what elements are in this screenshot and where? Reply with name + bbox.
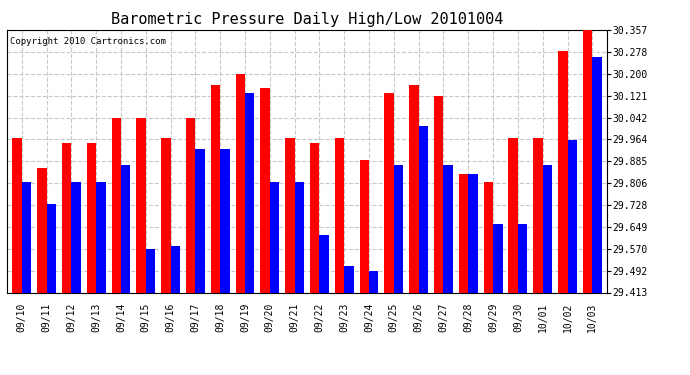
- Bar: [444, 165, 453, 292]
- Bar: [493, 224, 502, 292]
- Bar: [335, 138, 344, 292]
- Bar: [47, 204, 56, 292]
- Bar: [146, 249, 155, 292]
- Bar: [12, 138, 22, 292]
- Bar: [220, 149, 230, 292]
- Title: Barometric Pressure Daily High/Low 20101004: Barometric Pressure Daily High/Low 20101…: [111, 12, 503, 27]
- Bar: [409, 85, 419, 292]
- Bar: [121, 165, 130, 292]
- Bar: [459, 174, 469, 292]
- Bar: [112, 118, 121, 292]
- Bar: [96, 182, 106, 292]
- Bar: [419, 126, 428, 292]
- Bar: [384, 93, 394, 292]
- Bar: [567, 140, 577, 292]
- Bar: [211, 85, 220, 292]
- Bar: [533, 138, 543, 292]
- Bar: [469, 174, 477, 292]
- Bar: [543, 165, 552, 292]
- Bar: [161, 138, 170, 292]
- Bar: [245, 93, 255, 292]
- Bar: [310, 143, 319, 292]
- Bar: [37, 168, 47, 292]
- Bar: [319, 235, 329, 292]
- Bar: [592, 57, 602, 292]
- Bar: [260, 87, 270, 292]
- Bar: [270, 182, 279, 292]
- Bar: [87, 143, 96, 292]
- Bar: [62, 143, 71, 292]
- Bar: [344, 266, 354, 292]
- Bar: [22, 182, 31, 292]
- Bar: [583, 29, 592, 292]
- Bar: [235, 74, 245, 292]
- Bar: [295, 182, 304, 292]
- Bar: [285, 138, 295, 292]
- Bar: [434, 96, 444, 292]
- Bar: [186, 118, 195, 292]
- Bar: [71, 182, 81, 292]
- Bar: [394, 165, 403, 292]
- Bar: [558, 51, 567, 292]
- Text: Copyright 2010 Cartronics.com: Copyright 2010 Cartronics.com: [10, 37, 166, 46]
- Bar: [484, 182, 493, 292]
- Bar: [170, 246, 180, 292]
- Bar: [369, 271, 379, 292]
- Bar: [509, 138, 518, 292]
- Bar: [518, 224, 527, 292]
- Bar: [195, 149, 205, 292]
- Bar: [137, 118, 146, 292]
- Bar: [359, 160, 369, 292]
